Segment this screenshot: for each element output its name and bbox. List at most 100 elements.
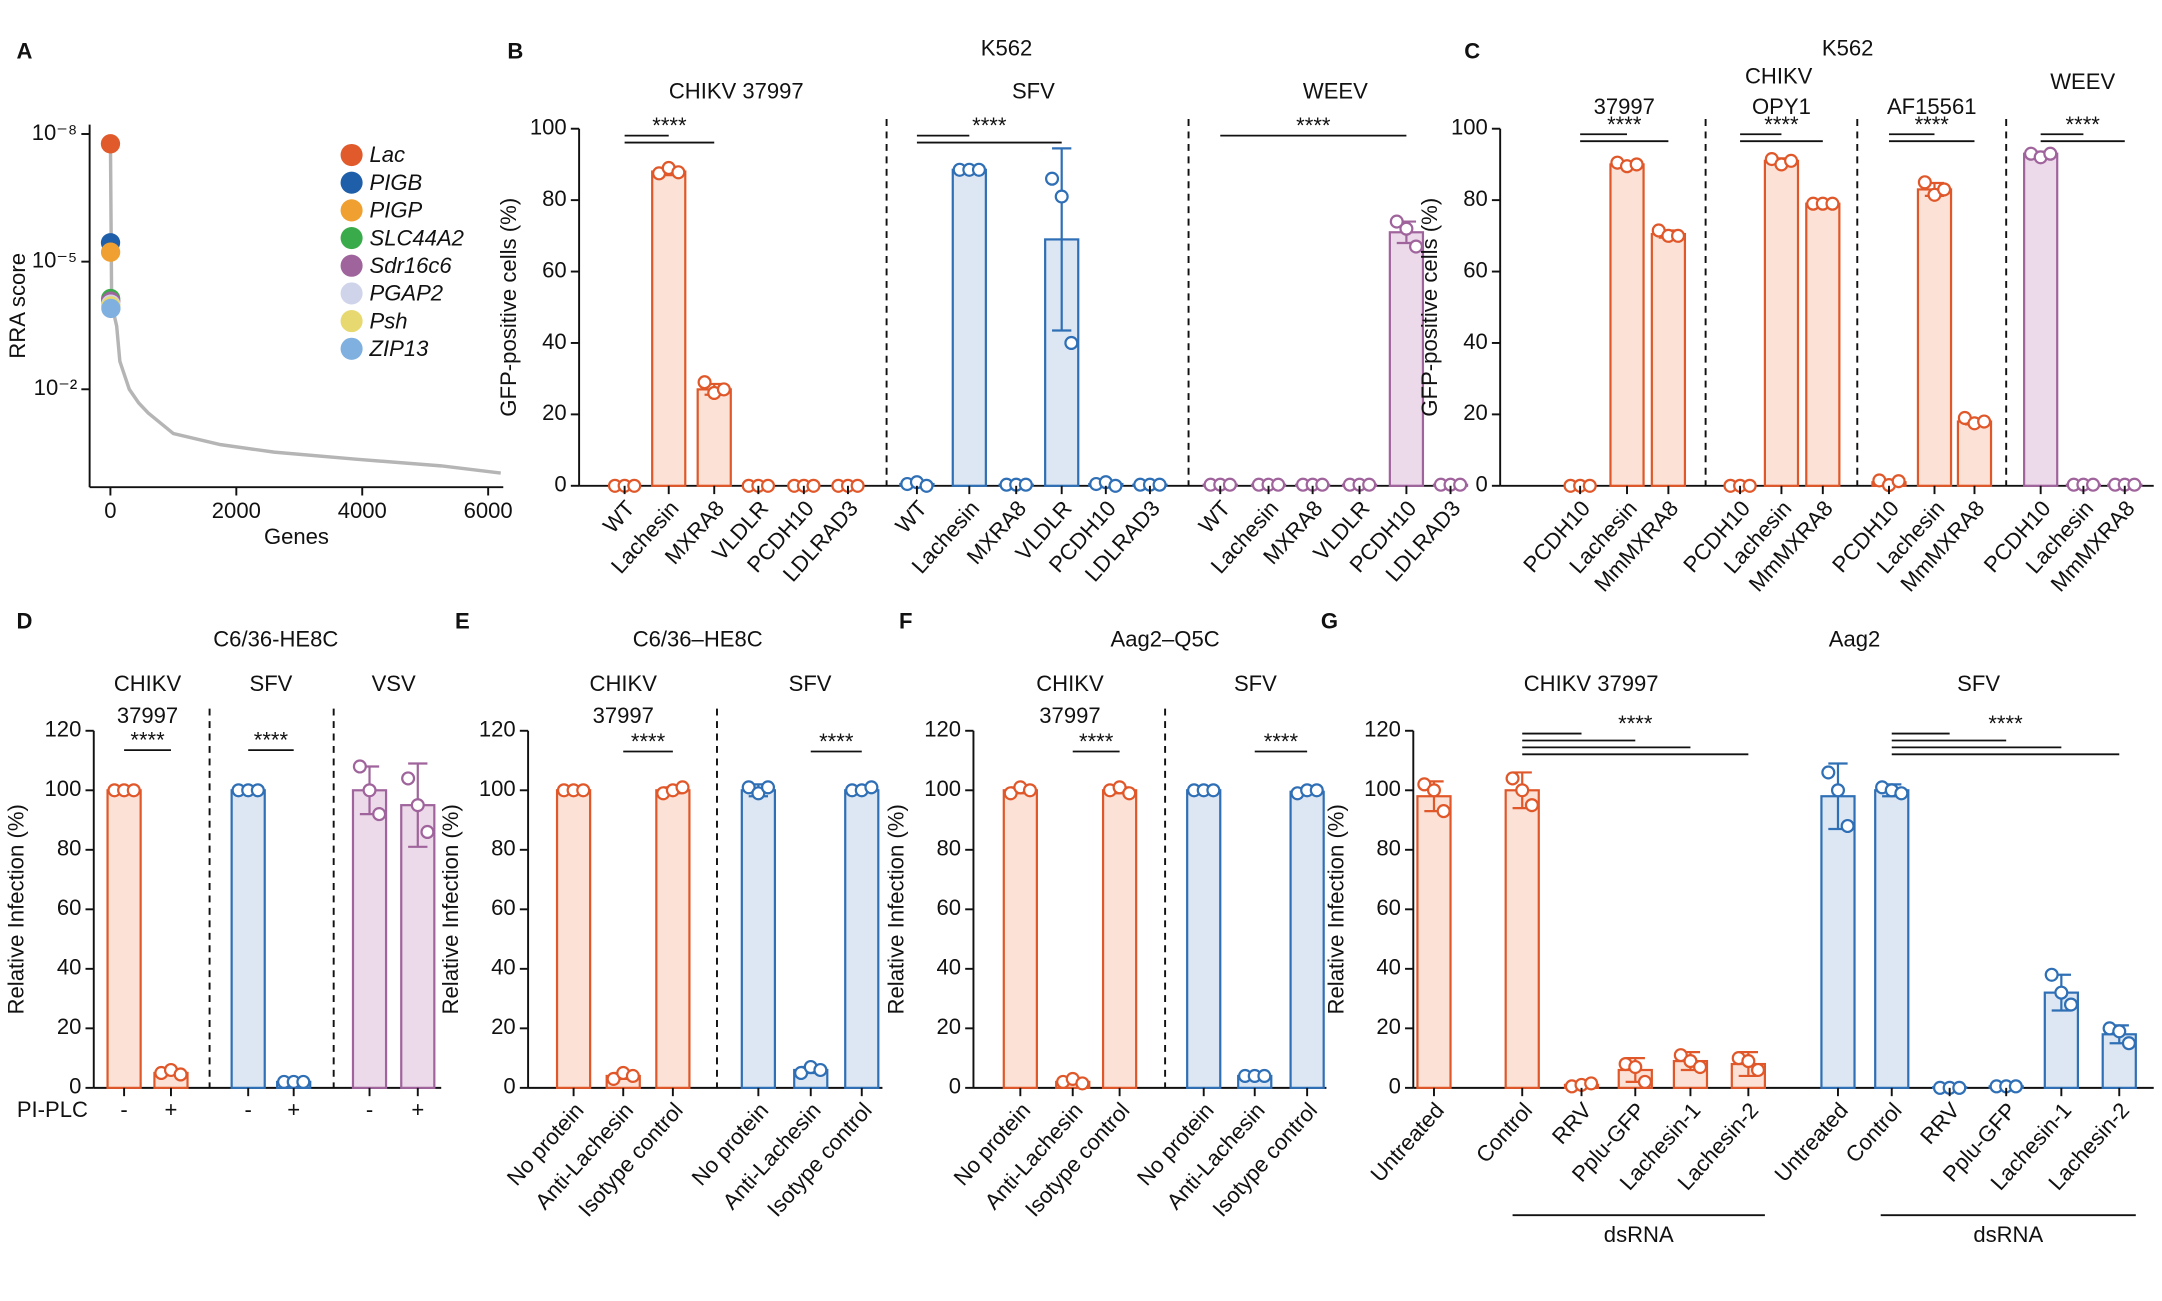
y-tick-label: 20 <box>57 1014 82 1039</box>
replicate-point <box>716 382 731 397</box>
replicate-point <box>1894 786 1909 801</box>
replicate-point <box>1389 214 1404 229</box>
panel-letter: C <box>1464 38 1480 63</box>
legend-label: Psh <box>370 308 408 333</box>
group-title: SFV <box>1012 79 1055 104</box>
y-tick-label: 20 <box>1376 1014 1401 1039</box>
y-tick-label: 0 <box>1475 472 1487 497</box>
y-tick-label: 20 <box>937 1014 962 1039</box>
group-strain: 37997 <box>593 703 654 728</box>
replicate-point <box>401 771 416 786</box>
bracket-label: dsRNA <box>1604 1222 1674 1247</box>
panel-letter: D <box>17 609 33 634</box>
y-tick-label: 120 <box>479 717 516 742</box>
significance-label: **** <box>652 113 687 138</box>
bar <box>1763 159 1800 487</box>
x-tick-label: Untreated <box>1366 1098 1449 1187</box>
group-title: 37997 <box>1594 94 1655 119</box>
rank-curve <box>108 143 501 475</box>
group-title: WEEV <box>1303 79 1368 104</box>
bar <box>1650 232 1687 487</box>
y-axis-label: RRA score <box>5 253 30 359</box>
replicate-point <box>352 759 367 774</box>
replicate-point <box>1222 477 1237 492</box>
replicate-point <box>1045 171 1060 186</box>
replicate-point <box>1515 783 1530 798</box>
bar <box>655 789 691 1089</box>
bar <box>951 168 987 487</box>
y-axis-label: Relative Infection (%) <box>438 804 463 1014</box>
replicate-point <box>576 783 591 798</box>
legend-label: PIGB <box>370 170 423 195</box>
y-tick-label: 100 <box>1451 115 1488 140</box>
y-axis-label: Relative Infection (%) <box>4 804 29 1014</box>
panel-title: K562 <box>981 36 1033 61</box>
replicate-point <box>760 478 776 493</box>
y-tick-label: 0 <box>949 1074 961 1099</box>
y-tick-label: 40 <box>937 955 962 980</box>
y-tick-label: 10⁻⁸ <box>32 120 77 145</box>
replicate-point <box>1257 1068 1272 1084</box>
y-tick-label: 40 <box>1463 329 1488 354</box>
significance-label: **** <box>1988 711 2023 736</box>
legend-label: PGAP2 <box>370 281 444 306</box>
x-tick-label: WT <box>890 496 931 538</box>
bar <box>1805 202 1841 487</box>
legend-label: Lac <box>370 142 406 167</box>
x-tick-label: + <box>287 1097 300 1122</box>
replicate-point <box>697 375 712 390</box>
significance-label: **** <box>1079 729 1114 754</box>
replicate-point <box>760 780 776 795</box>
replicate-point <box>1206 783 1221 798</box>
bar <box>696 388 732 487</box>
x-tick-label: 2000 <box>212 498 261 523</box>
replicate-point <box>1362 477 1377 492</box>
replicate-point <box>2008 1079 2023 1094</box>
replicate-point <box>806 478 821 493</box>
group-title: CHIKV <box>114 671 182 696</box>
x-tick-label: 0 <box>104 498 116 523</box>
panel-title: Aag2 <box>1829 627 1881 652</box>
group-strain: 37997 <box>117 703 178 728</box>
panel-letter: E <box>455 609 470 634</box>
replicate-point <box>296 1074 311 1089</box>
replicate-point <box>1122 786 1137 801</box>
replicate-point <box>1505 771 1520 786</box>
replicate-point <box>173 1067 188 1082</box>
replicate-point <box>1821 765 1836 780</box>
significance-label: **** <box>130 728 165 753</box>
replicate-point <box>1436 804 1451 819</box>
bar <box>1002 789 1038 1089</box>
replicate-point <box>1064 335 1079 351</box>
y-tick-label: 60 <box>1376 895 1401 920</box>
group-header: CHIKV <box>1745 63 1813 88</box>
replicate-point <box>2063 997 2079 1012</box>
y-tick-label: 0 <box>1389 1074 1401 1099</box>
group-title: CHIKV 37997 <box>1524 671 1659 696</box>
replicate-point <box>2054 985 2069 1000</box>
y-tick-label: 0 <box>503 1074 515 1099</box>
legend-swatch <box>340 310 363 333</box>
y-tick-label: 60 <box>57 895 82 920</box>
replicate-point <box>1018 477 1033 492</box>
replicate-point <box>1917 175 1932 190</box>
y-tick-label: 120 <box>924 717 961 742</box>
replicate-point <box>1891 474 1906 489</box>
group-title: AF15561 <box>1887 94 1977 119</box>
significance-label: **** <box>1296 113 1331 138</box>
y-tick-label: 40 <box>542 329 567 354</box>
legend-swatch <box>340 226 363 250</box>
bar <box>1504 789 1540 1089</box>
bar <box>740 789 777 1089</box>
panel-letter: F <box>899 609 912 634</box>
y-tick-label: 120 <box>1364 717 1401 742</box>
y-axis-label: GFP-positive cells (%) <box>1417 198 1442 417</box>
bar <box>1956 420 1993 487</box>
significance-label: **** <box>1764 112 1799 137</box>
legend-label: ZIP13 <box>369 336 430 361</box>
x-tick-label: RRV <box>1547 1098 1597 1149</box>
replicate-point <box>864 780 879 795</box>
group-title: OPY1 <box>1752 94 1811 119</box>
x-tick-label: - <box>120 1097 127 1122</box>
bar <box>1186 789 1222 1089</box>
